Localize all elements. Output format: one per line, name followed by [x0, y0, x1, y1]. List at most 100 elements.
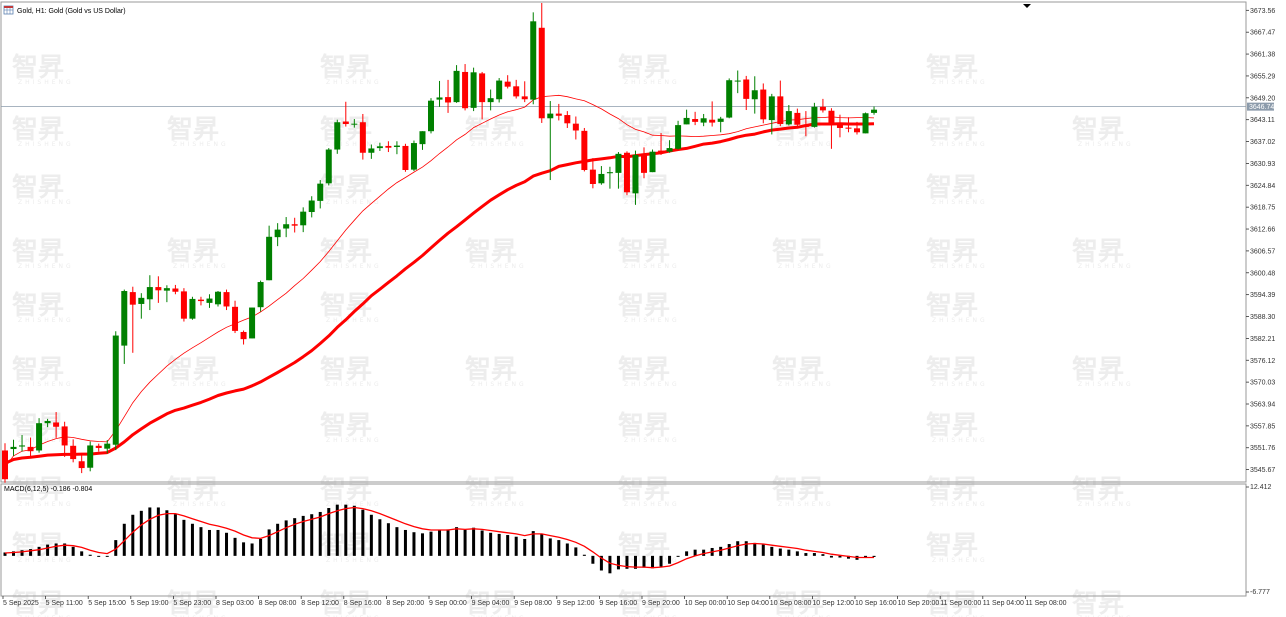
candle-body-bear [180, 291, 187, 319]
macd-histogram-bar [233, 537, 237, 556]
macd-histogram-bar [386, 523, 390, 556]
candle-body-bull [675, 125, 682, 149]
chart-shift-marker-icon[interactable] [1023, 4, 1031, 8]
watermark-text: 智昇 [926, 531, 978, 561]
watermark-subtext: ZHISHENG [326, 557, 382, 564]
watermark-text: 智昇 [1072, 115, 1124, 145]
watermark-subtext: ZHISHENG [1078, 263, 1134, 270]
watermark-text: 智昇 [1072, 589, 1124, 617]
candle [802, 111, 809, 137]
price-tick-label: 3557.85 [1250, 423, 1275, 430]
candle-body-bear [385, 145, 392, 148]
candle [266, 225, 273, 281]
watermark-subtext: ZHISHENG [326, 79, 382, 86]
candle [359, 113, 366, 160]
candle [836, 114, 843, 138]
candle-body-bear [828, 110, 835, 123]
time-axis[interactable]: 5 Sep 2025 5 Sep 11:00 5 Sep 15:00 5 Sep 19… [2, 596, 1067, 607]
candles-group [2, 3, 878, 483]
candle-body-bear [359, 122, 366, 153]
macd-histogram-bar [795, 551, 799, 556]
macd-histogram-bar [20, 550, 24, 556]
candle-body-bull [726, 80, 733, 118]
watermark-text: 智昇 [926, 53, 978, 83]
candle [811, 102, 818, 128]
candle-body-bear [658, 150, 665, 152]
macd-histogram-bar [267, 529, 271, 556]
candle [155, 276, 162, 303]
macd-histogram-bar [63, 543, 67, 556]
price-pane[interactable] [0, 1, 1247, 483]
candle-body-bear [129, 292, 136, 305]
candle [581, 127, 588, 172]
time-tick-label: 5 Sep 11:00 [46, 600, 83, 607]
price-tick-label: 3551.76 [1250, 445, 1275, 452]
price-tick-label: 3588.30 [1250, 314, 1275, 321]
candle-body-bear [709, 119, 716, 123]
candle [555, 103, 562, 121]
macd-tick-label: 12.412 [1250, 484, 1272, 491]
current-price-tag: 3646.74 [1247, 102, 1274, 111]
macd-histogram-bar [97, 555, 101, 557]
time-tick-label: 9 Sep 08:00 [514, 600, 552, 607]
candle-body-bear [232, 306, 239, 331]
watermark-text: 智昇 [772, 237, 824, 267]
macd-histogram-bar [165, 510, 169, 556]
watermark-subtext: ZHISHENG [778, 141, 834, 148]
candle-body-bull [19, 445, 26, 447]
candle [760, 83, 767, 124]
macd-histogram-bar [489, 532, 493, 556]
candle [232, 300, 239, 334]
macd-tick-label: -6.777 [1250, 589, 1270, 596]
macd-histogram-bar [301, 515, 305, 556]
watermark-subtext: ZHISHENG [173, 501, 229, 508]
macd-histogram-bar [412, 532, 416, 556]
watermark-text: 智昇 [465, 237, 517, 267]
watermark-subtext: ZHISHENG [778, 381, 834, 388]
time-tick-label: 11 Sep 08:00 [1025, 600, 1066, 607]
macd-histogram-bar [625, 555, 629, 569]
macd-histogram-bar [71, 546, 75, 556]
candle-body-bull [36, 423, 43, 451]
watermark-subtext: ZHISHENG [326, 381, 382, 388]
macd-histogram-bar [846, 555, 850, 559]
price-tick-label: 3667.47 [1250, 30, 1275, 37]
watermark-subtext: ZHISHENG [173, 381, 229, 388]
candle-body-bull [44, 421, 51, 424]
macd-signal-line [4, 506, 874, 569]
candle-body-bull [112, 335, 119, 445]
candle-body-bear [760, 89, 767, 120]
watermark-subtext: ZHISHENG [326, 437, 382, 444]
price-axis[interactable]: 3673.56 3667.47 3661.38 3655.29 3649.20 3643.… [1246, 8, 1275, 474]
macd-histogram-bar [608, 555, 612, 574]
candle-body-bear [794, 112, 801, 125]
watermark-text: 智昇 [1072, 237, 1124, 267]
macd-histogram-bar [540, 533, 544, 556]
time-tick-label: 10 Sep 08:00 [770, 600, 812, 607]
watermark-subtext: ZHISHENG [326, 263, 382, 270]
price-tick-label: 3618.75 [1250, 205, 1275, 212]
time-tick-label: 10 Sep 16:00 [855, 600, 897, 607]
time-tick-label: 11 Sep 04:00 [983, 600, 1024, 607]
watermark-subtext: ZHISHENG [932, 381, 988, 388]
time-tick-label: 9 Sep 00:00 [429, 600, 467, 607]
watermark-text: 智昇 [465, 115, 517, 145]
candle-body-bull [325, 149, 332, 184]
macd-histogram-bar [395, 527, 399, 556]
candle-body-bull [334, 122, 341, 150]
candle-body-bear [845, 127, 852, 129]
candle-body-bull [717, 118, 724, 122]
candle [794, 108, 801, 128]
candle [589, 158, 596, 189]
candle-body-bear [513, 86, 520, 97]
watermark-subtext: ZHISHENG [624, 437, 680, 444]
time-tick-label: 8 Sep 08:00 [259, 600, 297, 607]
macd-pane[interactable]: MACD(6,12,5) -0.186 -0.804 [0, 483, 1247, 597]
watermark-subtext: ZHISHENG [624, 263, 680, 270]
candle [300, 207, 307, 233]
watermark-subtext: ZHISHENG [18, 263, 74, 270]
price-tick-label: 3661.38 [1250, 52, 1275, 59]
watermark-subtext: ZHISHENG [932, 615, 988, 617]
watermark-subtext: ZHISHENG [932, 79, 988, 86]
